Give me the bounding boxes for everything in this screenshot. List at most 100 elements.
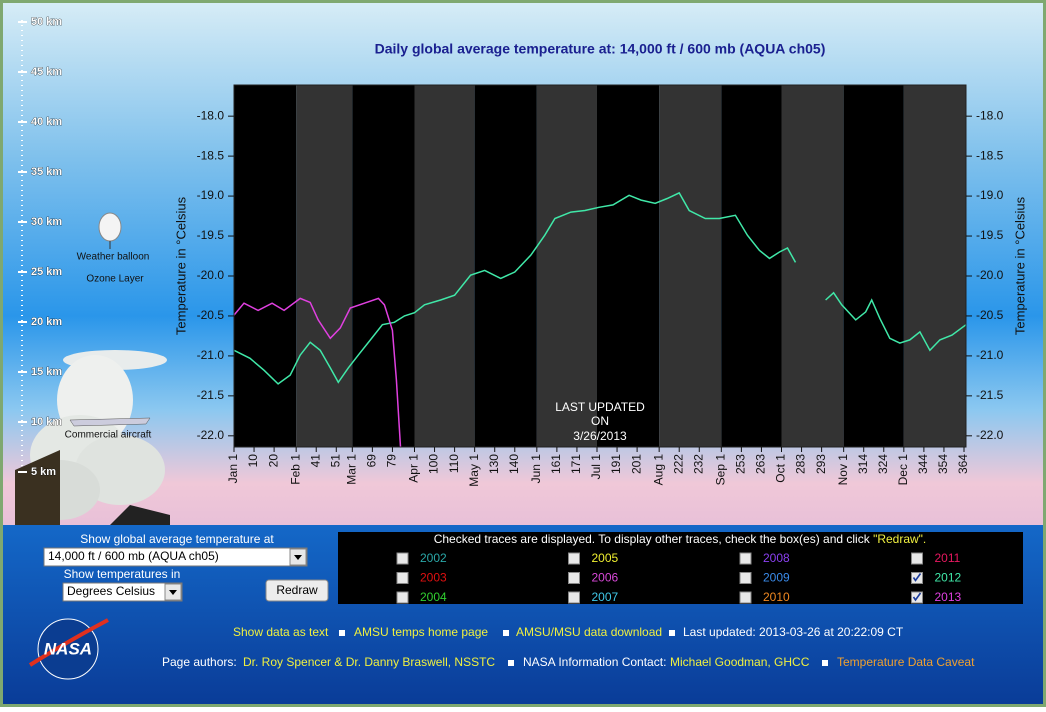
bullet [508,660,514,666]
unit-value: Degrees Celsius [67,584,155,598]
y-tick-label: -18.5 [197,148,225,162]
x-tick-label: 344 [916,454,930,474]
x-tick-label: 41 [308,454,322,468]
series-line [234,191,966,385]
checkbox[interactable] [739,552,752,565]
y-axis-label: Temperature in °Celsius [173,196,188,335]
ozone-label: Ozone Layer [86,274,144,285]
link[interactable]: Dr. Roy Spencer & Dr. Danny Braswell, NS… [243,655,495,669]
trace-checkbox[interactable]: 2008 [739,551,790,565]
x-tick-label: 79 [385,454,399,468]
trace-label: 2007 [592,590,619,604]
last-updated: Last updated: 2013-03-26 at 20:22:09 CT [683,625,904,639]
x-tick-label: 222 [671,454,685,474]
trace-checkbox[interactable]: 2013 [911,590,962,604]
trace-label: 2005 [592,551,619,565]
trace-checkbox[interactable]: 2006 [568,571,619,585]
check-mark [912,573,922,582]
altitude-label: 10 km [31,416,62,428]
x-tick-label: Jul 1 [589,454,603,480]
month-band [234,85,297,447]
checkbox[interactable] [568,572,580,584]
x-tick-label: 130 [487,454,501,474]
bullet [822,660,828,666]
month-band [721,85,782,447]
y-tick-label: -20.0 [976,268,1004,282]
x-tick-label: Apr 1 [407,454,421,483]
link[interactable]: AMSU/MSU data download [516,625,662,639]
altitude-label: 35 km [31,166,62,178]
trace-checkbox[interactable]: 2011 [911,551,961,565]
y-tick-label: -21.0 [197,348,225,362]
x-tick-label: 110 [447,454,461,473]
y-tick-label: -22.0 [197,428,225,442]
x-tick-label: 201 [629,454,643,474]
trace-label: 2008 [763,551,790,565]
level-value: 14,000 ft / 600 mb (AQUA ch05) [48,549,219,563]
month-band [352,85,415,447]
y-tick-label: -21.5 [976,388,1004,402]
trace-checkbox[interactable]: 2010 [739,590,790,604]
annotation-line: LAST UPDATED [555,400,645,414]
x-tick-label: 140 [507,454,521,474]
trace-checkbox[interactable]: 2003 [396,571,447,585]
y-tick-label: -18.0 [976,108,1004,122]
check-mark [912,592,922,602]
x-tick-label: 171 [569,454,583,474]
trace-label: 2009 [763,571,790,585]
unit-select[interactable]: Degrees Celsius [62,582,183,602]
x-tick-label: Mar 1 [344,454,358,485]
month-band [414,85,475,447]
link[interactable]: AMSU temps home page [354,625,488,639]
trace-label: 2013 [935,590,962,604]
link[interactable]: Temperature Data Caveat [837,655,975,669]
month-band [781,85,844,447]
bullet [503,630,509,636]
checkbox[interactable] [911,552,923,565]
x-tick-label: Feb 1 [288,454,302,485]
redraw-label: Redraw [276,583,318,597]
altitude-label: 25 km [31,266,62,278]
instruction-text: Checked traces are displayed. To display… [434,532,873,546]
y-tick-label: -18.5 [976,148,1004,162]
checkbox[interactable] [396,552,409,565]
altitude-label: 30 km [31,216,62,228]
checkbox[interactable] [396,572,409,584]
altitude-label: 50 km [31,16,62,28]
bullet [669,630,675,636]
month-band [596,85,660,447]
link[interactable]: Michael Goodman, GHCC [670,655,810,669]
checkbox[interactable] [396,591,409,604]
y-tick-label: -21.0 [976,348,1004,362]
x-tick-label: 314 [856,454,870,474]
unit-prompt: Show temperatures in [64,567,181,581]
month-band [474,85,537,447]
y-tick-label: -19.0 [976,188,1004,202]
checkbox[interactable] [568,552,580,565]
trace-checkbox[interactable]: 2007 [568,590,619,604]
x-tick-label: 191 [609,454,623,474]
redraw-button[interactable]: Redraw [265,579,329,602]
x-tick-label: 293 [814,454,828,474]
balloon [98,212,122,242]
chart-title: Daily global average temperature at: 14,… [375,41,826,57]
authors-label: Page authors: [162,655,237,669]
x-tick-label: Jun 1 [529,454,543,484]
altitude-label: 40 km [31,116,62,128]
x-tick-label: Aug 1 [651,454,665,486]
checkbox[interactable] [739,572,752,584]
checkbox[interactable] [739,591,752,604]
trace-checkbox[interactable]: 2009 [739,571,790,585]
checkbox[interactable] [568,591,580,604]
x-tick-label: Oct 1 [774,454,788,483]
link[interactable]: Show data as text [233,625,329,639]
month-band [843,85,904,447]
trace-checkbox[interactable]: 2002 [396,551,447,565]
instruction-highlight: "Redraw". [873,532,926,546]
trace-checkbox[interactable]: 2005 [568,551,619,565]
trace-checkbox[interactable]: 2004 [396,590,447,604]
aircraft-label: Commercial aircraft [65,430,152,441]
trace-checkbox[interactable]: 2012 [911,571,962,585]
series-line [234,297,402,447]
level-select[interactable]: 14,000 ft / 600 mb (AQUA ch05) [43,547,308,567]
